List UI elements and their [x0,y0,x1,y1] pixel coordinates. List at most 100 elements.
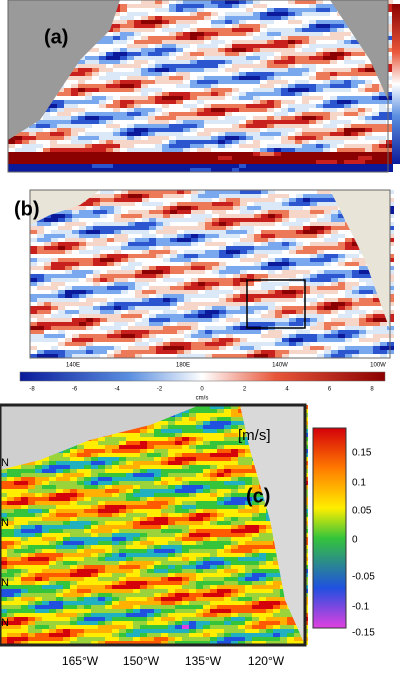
field-cell [107,310,114,314]
field-cell [338,298,345,302]
field-cell [302,168,309,172]
field-cell [261,302,268,306]
field-cell [309,20,316,24]
field-cell [288,112,295,116]
field-cell [198,286,205,290]
field-cell [78,164,85,168]
field-cell [176,96,183,100]
field-cell [247,198,254,202]
field-cell [106,144,113,148]
field-cell [71,140,78,144]
field-cell [289,234,296,238]
field-cell [79,290,86,294]
field-cell [141,24,148,28]
field-cell [295,52,302,56]
field-cell [232,44,239,48]
field-cell [324,258,331,262]
field-cell [324,354,331,358]
field-cell [281,144,288,148]
field-cell [120,144,127,148]
field-cell [366,302,373,306]
field-cell [85,92,92,96]
field-cell [121,198,128,202]
field-cell [141,156,148,160]
field-cell [176,124,183,128]
field-cell [44,278,51,282]
field-cell [365,80,372,84]
field-cell [65,318,72,322]
field-cell [113,156,120,160]
field-cell [120,88,127,92]
field-cell [156,278,163,282]
field-cell [51,306,58,310]
field-cell [85,76,92,80]
field-cell [239,60,246,64]
field-cell [330,144,337,148]
field-cell [302,120,309,124]
field-cell [170,354,177,358]
field-cell [303,194,310,198]
field-cell [240,262,247,266]
field-cell [309,96,316,100]
field-cell [372,96,379,100]
field-cell [289,210,296,214]
field-cell [114,302,121,306]
field-cell [114,242,121,246]
field-cell [127,92,134,96]
field-cell [30,262,37,266]
field-cell [141,64,148,68]
field-cell [205,222,212,226]
field-cell [177,262,184,266]
field-cell [86,262,93,266]
field-cell [204,120,211,124]
field-cell [352,250,359,254]
field-cell [337,56,344,60]
field-cell [275,238,282,242]
field-cell [260,148,267,152]
field-cell [358,132,365,136]
field-cell [274,76,281,80]
field-cell [310,202,317,206]
field-cell [225,140,232,144]
field-cell [148,32,155,36]
field-cell [282,242,289,246]
field-cell [50,104,57,108]
field-cell [226,270,233,274]
field-cell [141,52,148,56]
field-cell [275,274,282,278]
field-cell [51,302,58,306]
field-cell [86,246,93,250]
field-cell [218,156,225,160]
field-cell [86,298,93,302]
field-cell [149,230,156,234]
field-cell [72,210,79,214]
field-cell [162,160,169,164]
field-cell [225,20,232,24]
field-cell [330,164,337,168]
field-cell [191,194,198,198]
field-cell [352,338,359,342]
field-cell [218,4,225,8]
field-cell [254,218,261,222]
field-cell [233,342,240,346]
field-cell [337,28,344,32]
field-cell [246,112,253,116]
field-cell [128,226,135,230]
field-cell [30,230,37,234]
field-cell [64,152,71,156]
field-cell [275,250,282,254]
field-cell [99,108,106,112]
field-cell [317,306,324,310]
field-cell [100,218,107,222]
field-cell [106,116,113,120]
field-cell [282,262,289,266]
field-cell [330,100,337,104]
field-cell [126,437,133,441]
field-cell [324,238,331,242]
field-cell [170,226,177,230]
field-cell [372,92,379,96]
field-cell [36,156,43,160]
field-cell [176,92,183,96]
field-cell [247,242,254,246]
field-cell [120,112,127,116]
